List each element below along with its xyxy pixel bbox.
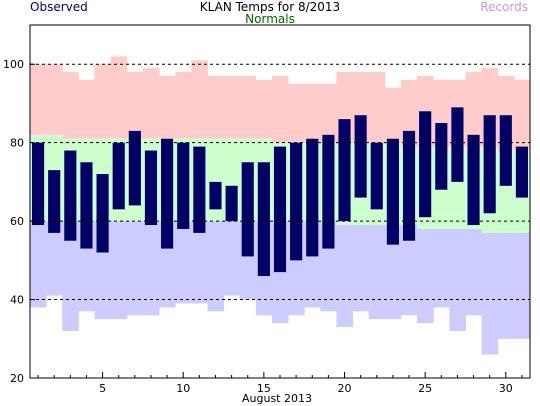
record-high-band-day-16 — [271, 75, 289, 143]
y-tick-label-60: 60 — [10, 215, 24, 228]
record-low-band-day-3 — [62, 221, 79, 331]
x-tick-label-15: 15 — [257, 382, 271, 395]
record-low-band-day-1 — [30, 221, 47, 308]
record-low-band-day-27 — [449, 228, 466, 331]
observed-bar-day-18 — [306, 138, 319, 257]
observed-bars-layer — [32, 107, 528, 277]
observed-bar-day-20 — [338, 119, 351, 222]
axis-layer: 20 40 60 80 100 5 10 15 20 25 30 — [3, 24, 531, 395]
x-tick-label-10: 10 — [176, 382, 190, 395]
record-high-band-day-19 — [320, 83, 337, 143]
record-high-band-day-12 — [207, 75, 225, 139]
observed-bar-day-15 — [257, 162, 270, 277]
y-tick-label-40: 40 — [10, 294, 24, 307]
observed-bar-day-8 — [144, 150, 158, 226]
record-low-band-day-31 — [513, 232, 531, 339]
grid-layer — [30, 63, 530, 301]
record-low-band-day-20 — [336, 225, 354, 328]
record-low-band-day-6 — [110, 221, 128, 320]
record-low-band-day-24 — [400, 225, 418, 316]
observed-bar-day-1 — [32, 142, 45, 226]
legend-records: Records — [480, 0, 528, 14]
record-high-band-day-7 — [126, 72, 144, 139]
observed-bar-day-14 — [241, 162, 254, 257]
observed-bar-day-6 — [112, 142, 125, 210]
observed-bar-day-22 — [370, 142, 383, 210]
observed-bar-day-21 — [354, 115, 367, 198]
record-low-band-day-12 — [207, 221, 225, 312]
record-high-band-day-4 — [78, 79, 96, 139]
record-high-band-day-13 — [223, 75, 241, 139]
record-low-band-day-21 — [352, 225, 370, 312]
record-high-band-day-2 — [46, 64, 63, 135]
observed-bar-day-9 — [161, 138, 174, 249]
record-high-band-day-31 — [513, 79, 531, 151]
y-tick-label-80: 80 — [10, 137, 24, 150]
record-high-band-day-18 — [304, 83, 321, 143]
observed-bar-day-29 — [483, 115, 496, 214]
record-high-band-day-5 — [94, 64, 112, 139]
observed-bar-day-16 — [273, 146, 287, 273]
observed-bar-day-3 — [64, 150, 77, 241]
record-low-band-day-30 — [497, 232, 515, 339]
observed-bar-day-2 — [48, 170, 61, 233]
observed-bar-day-12 — [209, 181, 222, 210]
record-low-band-day-22 — [368, 225, 386, 320]
observed-bar-day-10 — [177, 142, 190, 229]
observed-bar-day-28 — [467, 134, 480, 226]
observed-bar-day-25 — [419, 111, 432, 218]
chart-title: KLAN Temps for 8/2013 — [199, 0, 341, 14]
record-high-band-day-28 — [465, 72, 483, 147]
record-high-band-day-10 — [175, 72, 192, 139]
observed-bar-day-24 — [402, 130, 416, 241]
record-high-band-day-8 — [142, 68, 160, 139]
y-tick-label-20: 20 — [10, 372, 24, 385]
legend-observed: Observed — [30, 0, 88, 14]
x-tick-label-20: 20 — [338, 382, 352, 395]
record-low-band-day-29 — [481, 232, 499, 355]
record-high-band-day-23 — [384, 87, 402, 143]
record-low-band-day-13 — [223, 221, 241, 296]
x-tick-label-25: 25 — [418, 382, 432, 395]
observed-bar-day-17 — [290, 142, 303, 261]
x-tick-label-30: 30 — [499, 382, 513, 395]
record-low-band-day-2 — [46, 221, 63, 296]
record-low-band-day-8 — [142, 221, 160, 316]
y-tick-label-100: 100 — [3, 58, 24, 71]
observed-bar-day-30 — [499, 115, 512, 186]
record-high-band-day-14 — [239, 75, 257, 139]
legend-normals: Normals — [245, 12, 295, 26]
record-low-band-day-25 — [417, 228, 434, 324]
observed-bar-day-19 — [322, 134, 335, 249]
record-high-band-day-17 — [288, 83, 305, 143]
observed-bar-day-26 — [435, 123, 448, 190]
record-high-band-day-11 — [191, 60, 208, 139]
record-high-band-day-22 — [368, 72, 386, 143]
observed-bar-day-31 — [515, 146, 528, 198]
observed-bar-day-7 — [128, 130, 141, 206]
record-low-band-day-10 — [175, 221, 192, 304]
x-axis-label: August 2013 — [242, 392, 312, 405]
observed-bar-day-5 — [96, 174, 109, 253]
x-tick-label-5: 5 — [99, 382, 106, 395]
record-high-band-day-6 — [110, 56, 128, 139]
observed-bar-day-27 — [451, 107, 464, 182]
record-low-band-day-11 — [191, 221, 208, 304]
record-high-band-day-24 — [400, 79, 418, 147]
record-low-band-day-28 — [465, 228, 483, 316]
observed-bar-day-13 — [225, 185, 238, 222]
record-low-band-day-26 — [433, 228, 450, 308]
record-high-band-day-15 — [255, 79, 273, 139]
record-low-band-day-7 — [126, 221, 144, 316]
record-high-band-day-1 — [30, 64, 47, 135]
observed-bar-day-4 — [80, 162, 93, 249]
observed-bar-day-23 — [386, 138, 399, 245]
record-low-band-day-23 — [384, 225, 402, 320]
observed-bar-day-11 — [193, 146, 206, 233]
record-high-band-day-9 — [159, 75, 176, 139]
record-high-band-day-3 — [62, 72, 79, 139]
